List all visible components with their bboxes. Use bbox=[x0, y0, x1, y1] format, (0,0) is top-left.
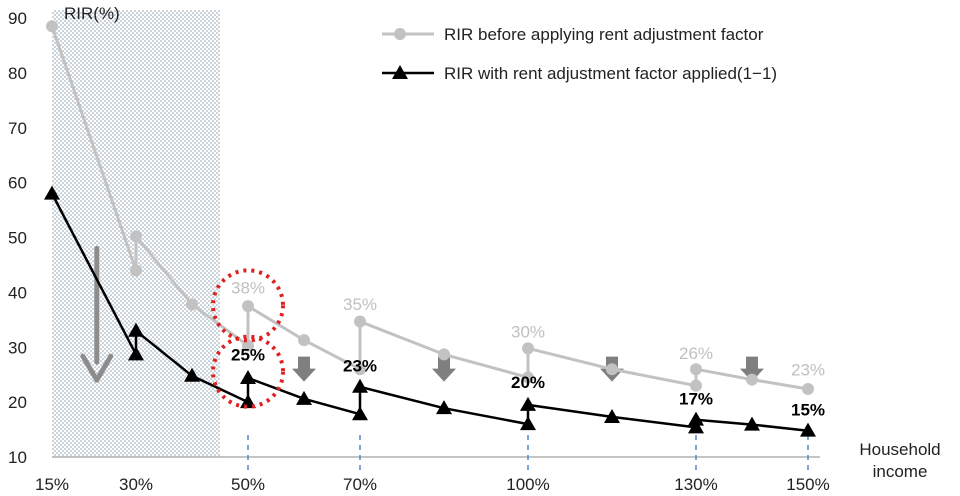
big-arrow-head bbox=[80, 353, 114, 383]
before-point bbox=[46, 20, 58, 33]
before-point bbox=[298, 334, 310, 347]
before-data-label: 26% bbox=[679, 344, 713, 363]
before-data-label: 30% bbox=[511, 322, 545, 341]
before-data-label: 38% bbox=[231, 278, 265, 297]
before-point bbox=[130, 230, 142, 243]
x-tick-label: 50% bbox=[231, 475, 265, 494]
before-point bbox=[802, 382, 814, 395]
before-point bbox=[242, 300, 254, 313]
after-point bbox=[184, 367, 200, 382]
y-tick-label: 50 bbox=[8, 229, 27, 248]
after-point bbox=[128, 322, 144, 337]
after-point bbox=[520, 396, 536, 411]
before-data-label: 23% bbox=[791, 361, 825, 380]
x-tick-label: 130% bbox=[674, 475, 717, 494]
down-arrow bbox=[740, 356, 764, 382]
after-point bbox=[604, 408, 620, 423]
legend-before-label: RIR before applying rent adjustment fact… bbox=[444, 25, 764, 44]
y-tick-label: 60 bbox=[8, 174, 27, 193]
y-tick-label: 40 bbox=[8, 283, 27, 302]
before-point bbox=[242, 339, 254, 352]
highlight-circle bbox=[211, 268, 285, 343]
after-point bbox=[688, 411, 704, 426]
after-point bbox=[352, 406, 368, 421]
down-arrow bbox=[292, 356, 316, 382]
x-tick-label: 15% bbox=[35, 475, 69, 494]
before-point bbox=[130, 264, 142, 277]
before-point bbox=[690, 363, 702, 376]
after-data-label: 15% bbox=[791, 401, 825, 420]
x-tick-label: 150% bbox=[786, 475, 829, 494]
y-tick-label: 20 bbox=[8, 393, 27, 412]
before-point bbox=[746, 373, 758, 386]
after-point bbox=[44, 185, 60, 200]
before-point bbox=[438, 348, 450, 361]
after-data-label: 17% bbox=[679, 390, 713, 409]
x-tick-label: 30% bbox=[119, 475, 153, 494]
y-tick-label: 30 bbox=[8, 338, 27, 357]
after-point bbox=[744, 416, 760, 431]
y-tick-label: 10 bbox=[8, 448, 27, 467]
legend-after-marker bbox=[392, 65, 408, 79]
before-point bbox=[186, 298, 198, 311]
before-point bbox=[690, 379, 702, 392]
after-data-label: 25% bbox=[231, 346, 265, 365]
y-tick-label: 80 bbox=[8, 64, 27, 83]
y-tick-label: 70 bbox=[8, 119, 27, 138]
after-data-label: 20% bbox=[511, 373, 545, 392]
before-point bbox=[522, 371, 534, 384]
x-axis-label: income bbox=[873, 462, 928, 481]
highlight-circle bbox=[211, 334, 285, 409]
after-point bbox=[688, 419, 704, 434]
y-axis-label: RIR(%) bbox=[64, 4, 120, 23]
x-axis-label: Household bbox=[859, 440, 940, 459]
down-arrow bbox=[432, 356, 456, 382]
legend-after-label: RIR with rent adjustment factor applied(… bbox=[444, 64, 777, 83]
before-point bbox=[354, 363, 366, 376]
x-tick-label: 100% bbox=[506, 475, 549, 494]
legend-before-marker bbox=[394, 28, 406, 40]
x-tick-label: 70% bbox=[343, 475, 377, 494]
after-point bbox=[436, 400, 452, 415]
after-point bbox=[520, 416, 536, 431]
after-point bbox=[128, 346, 144, 361]
before-point bbox=[354, 315, 366, 328]
before-point bbox=[606, 363, 618, 376]
before-data-label: 35% bbox=[343, 295, 377, 314]
after-point bbox=[296, 390, 312, 405]
before-point bbox=[522, 342, 534, 355]
after-point bbox=[352, 378, 368, 393]
after-data-label: 23% bbox=[343, 357, 377, 376]
y-tick-label: 90 bbox=[8, 9, 27, 28]
after-point bbox=[800, 422, 816, 437]
after-point bbox=[240, 369, 256, 384]
